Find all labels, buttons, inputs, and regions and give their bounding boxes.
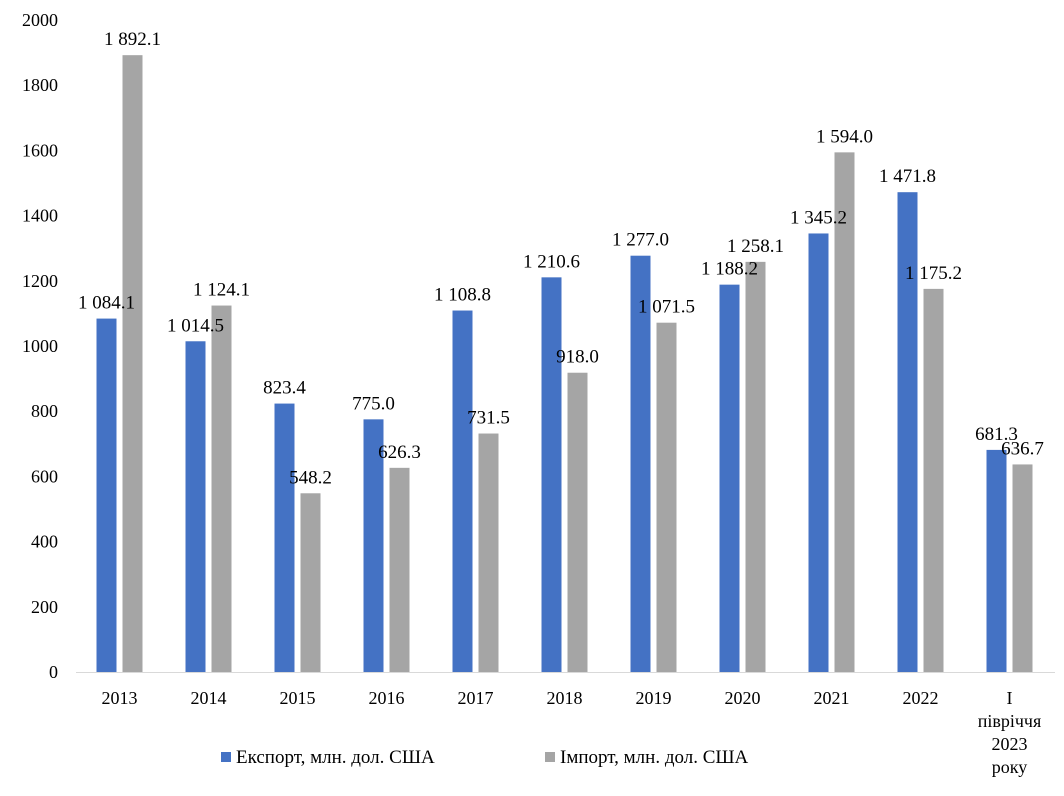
- x-tick-label: 2021: [814, 688, 850, 708]
- import-data-label: 1 258.1: [727, 236, 784, 257]
- export-bar: [897, 192, 918, 672]
- x-tick-label: 2017: [458, 688, 494, 708]
- import-data-label: 626.3: [378, 442, 421, 463]
- import-data-label: 1 071.5: [638, 297, 695, 318]
- export-bar: [363, 419, 384, 672]
- import-data-label: 1 594.0: [816, 126, 873, 147]
- y-tick-label: 1800: [22, 75, 58, 95]
- import-bar: [478, 433, 499, 672]
- import-data-label: 1 124.1: [193, 280, 250, 301]
- import-bar: [834, 152, 855, 672]
- export-bar: [541, 277, 562, 672]
- legend-swatch-import: [545, 752, 555, 762]
- y-tick-label: 1400: [22, 206, 58, 226]
- export-bar: [185, 341, 206, 672]
- x-tick-label: 2018: [547, 688, 583, 708]
- x-tick-label: 2022: [903, 688, 939, 708]
- x-tick-label: 2014: [191, 688, 227, 708]
- export-bar: [986, 449, 1007, 672]
- export-bar: [808, 233, 829, 673]
- export-data-label: 823.4: [263, 378, 306, 399]
- import-bar: [211, 305, 232, 672]
- x-tick-label: півріччя: [978, 711, 1042, 731]
- import-bar: [923, 288, 944, 672]
- y-tick-label: 600: [31, 466, 58, 486]
- x-axis: 2013 2014 2015 2016 2017 2018 2019 2020 2021 2022…: [76, 672, 1055, 777]
- import-bar: [745, 261, 766, 672]
- import-data-label: 548.2: [289, 467, 332, 488]
- export-data-label: 1 277.0: [612, 230, 669, 251]
- export-data-label: 1 014.5: [167, 315, 224, 336]
- y-tick-label: 0: [49, 662, 58, 682]
- import-bar: [1012, 464, 1033, 672]
- y-tick-label: 2000: [22, 10, 58, 30]
- export-data-label: 1 108.8: [434, 285, 491, 306]
- import-bar: [567, 372, 588, 672]
- import-data-label: 731.5: [467, 408, 510, 429]
- export-data-label: 775.0: [352, 393, 395, 414]
- legend-label-export: Експорт, млн. дол. США: [236, 747, 435, 768]
- x-tick-label: 2023: [992, 734, 1028, 754]
- export-bar: [274, 403, 295, 672]
- export-bar: [630, 255, 651, 672]
- y-tick-label: 400: [31, 532, 58, 552]
- y-tick-label: 200: [31, 597, 58, 617]
- bars: [96, 55, 1033, 673]
- export-bar: [719, 284, 740, 672]
- x-tick-label: року: [992, 757, 1028, 777]
- x-tick-label: I: [1007, 688, 1013, 708]
- x-tick-label: 2016: [369, 688, 405, 708]
- export-bar: [96, 318, 117, 672]
- y-tick-label: 1200: [22, 271, 58, 291]
- y-tick-label: 1000: [22, 336, 58, 356]
- export-data-label: 681.3: [975, 424, 1018, 445]
- export-data-label: 1 210.6: [523, 251, 580, 272]
- export-data-label: 1 345.2: [790, 207, 847, 228]
- export-bar: [452, 310, 473, 672]
- import-data-label: 1 175.2: [905, 263, 962, 284]
- import-bar: [300, 493, 321, 672]
- x-tick-label: 2013: [102, 688, 138, 708]
- y-tick-label: 800: [31, 401, 58, 421]
- x-tick-label: 2015: [280, 688, 316, 708]
- import-data-label: 1 892.1: [104, 29, 161, 50]
- import-data-label: 918.0: [556, 347, 599, 368]
- import-bar: [656, 322, 677, 672]
- legend-swatch-export: [221, 752, 231, 762]
- x-tick-label: 2019: [636, 688, 672, 708]
- legend: Експорт, млн. дол. США Імпорт, млн. дол. …: [221, 747, 749, 768]
- export-data-label: 1 188.2: [701, 259, 758, 280]
- legend-label-import: Імпорт, млн. дол. США: [560, 747, 749, 768]
- import-bar: [122, 55, 143, 672]
- import-data-label: 636.7: [1001, 438, 1044, 459]
- export-data-label: 1 471.8: [879, 166, 936, 187]
- y-tick-label: 1600: [22, 140, 58, 160]
- data-labels: 1 084.1 1 892.1 1 014.5 1 124.1 823.4 548.2 77…: [78, 29, 1044, 488]
- x-tick-label: 2020: [725, 688, 761, 708]
- export-data-label: 1 084.1: [78, 293, 135, 314]
- y-axis: 0 200 400 600 800 1000 1200 1400 1600 1800 2000: [22, 10, 58, 682]
- import-bar: [389, 467, 410, 672]
